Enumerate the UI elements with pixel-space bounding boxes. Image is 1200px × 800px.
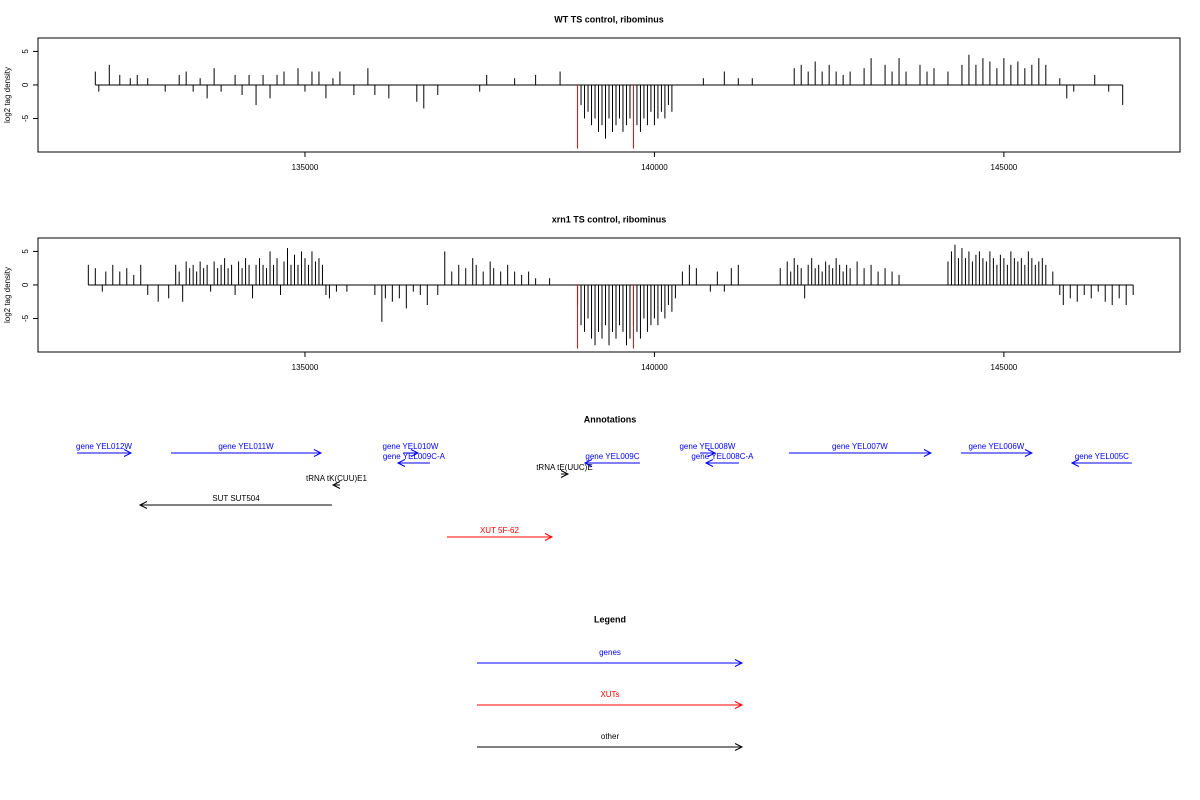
feature-label: gene YEL012W — [76, 442, 132, 451]
feature-label: tRNA tE(UUC)E — [536, 463, 592, 472]
feature-arrow — [76, 449, 133, 457]
y-axis-label: log2 tag density — [3, 67, 12, 123]
feature-label: gene YEL007W — [832, 442, 888, 451]
legend-arrow — [477, 743, 744, 751]
feature-label: tRNA tK(CUU)E1 — [306, 474, 367, 483]
legend-label: XUTs — [600, 690, 619, 699]
y-tick-label: -5 — [21, 314, 30, 322]
legend-label: genes — [599, 648, 621, 657]
feature-label: gene YEL008W — [679, 442, 735, 451]
feature-label: gene YEL005C — [1075, 452, 1129, 461]
feature-arrow — [396, 459, 430, 467]
feature-arrow — [788, 449, 933, 457]
feature-arrow — [402, 449, 420, 457]
x-tick-label: 140000 — [641, 163, 668, 172]
feature-label: gene YEL011W — [218, 442, 274, 451]
feature-label: gene YEL008C-A — [691, 452, 754, 461]
x-tick-label: 145000 — [991, 163, 1018, 172]
feature-label: gene YEL006W — [968, 442, 1024, 451]
x-tick-label: 135000 — [292, 163, 319, 172]
legend-label: other — [601, 732, 620, 741]
x-tick-label: 140000 — [641, 363, 668, 372]
y-tick-label: 5 — [21, 249, 30, 254]
annotations-title: Annotations — [584, 414, 637, 424]
feature-arrow — [331, 481, 341, 489]
feature-label: gene YEL009C — [585, 452, 639, 461]
x-tick-label: 145000 — [991, 363, 1018, 372]
y-axis-label: log2 tag density — [3, 267, 12, 323]
y-tick-label: -5 — [21, 114, 30, 122]
feature-label: SUT SUT504 — [212, 494, 260, 503]
panel-title: xrn1 TS control, ribominus — [552, 214, 667, 224]
feature-label: gene YEL009C-A — [383, 452, 446, 461]
y-tick-label: 0 — [21, 82, 30, 87]
x-tick-label: 135000 — [292, 363, 319, 372]
legend-title: Legend — [594, 614, 626, 624]
feature-arrow — [171, 449, 323, 457]
legend-arrow — [477, 659, 744, 667]
feature-arrow — [960, 449, 1034, 457]
legend-arrow — [477, 701, 744, 709]
feature-arrow — [704, 459, 739, 467]
y-tick-label: 5 — [21, 49, 30, 54]
feature-arrow — [699, 449, 717, 457]
feature-label: gene YEL010W — [383, 442, 439, 451]
plot-frame — [37, 237, 1181, 353]
feature-arrow — [560, 470, 570, 478]
feature-arrow — [446, 533, 554, 541]
y-tick-label: 0 — [21, 282, 30, 287]
feature-arrow — [1070, 459, 1132, 467]
feature-arrow — [583, 459, 640, 467]
panel-title: WT TS control, ribominus — [554, 14, 664, 24]
feature-arrow — [138, 501, 332, 509]
feature-label: XUT 5F-62 — [480, 526, 520, 535]
plot-frame — [37, 37, 1181, 153]
